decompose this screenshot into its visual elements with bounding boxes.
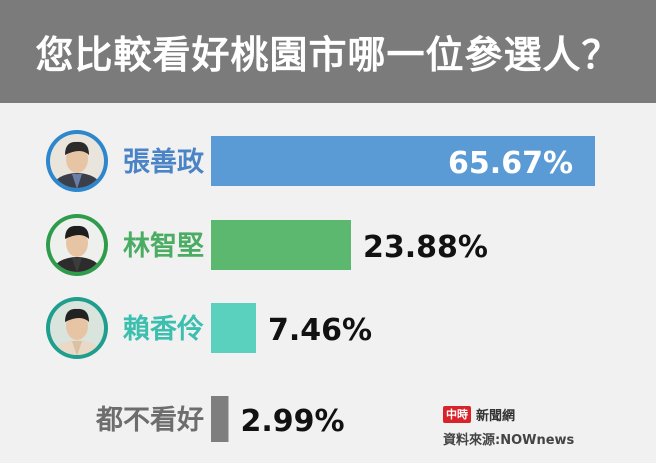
bar [211,220,351,270]
category-label: 賴香伶 [123,314,204,345]
page-title: 您比較看好桃園市哪一位參選人？ [35,33,621,77]
value-label: 2.99% [240,404,344,439]
header-banner: 您比較看好桃園市哪一位參選人？ [0,0,656,103]
value-label: 65.67% [448,146,573,181]
bar [211,396,229,442]
bar-row: 賴香伶 7.46% [46,297,372,359]
candidate-photo-chang-san-cheng-icon [46,130,108,192]
category-label: 都不看好 [95,405,204,436]
bar-row: 張善政 65.67% [46,130,595,192]
bar [211,136,595,186]
brand-logo: 中時 [443,405,471,423]
bar-row: 林智堅 23.88% [46,214,488,276]
value-label: 7.46% [268,313,372,348]
candidate-photo-lin-chih-chien-icon [46,214,108,276]
bar [211,303,256,353]
brand: 中時 新聞網 [443,404,643,424]
bar-row: 都不看好 2.99% [95,396,345,442]
category-label: 張善政 [123,146,204,178]
brand-name: 新聞網 [476,408,516,424]
value-label: 23.88% [363,230,488,265]
data-source: 資料來源:NOWnews [443,433,575,448]
bar-chart: 張善政 65.67% 林智堅 23.88% 賴香伶 7.46% 都不看好 2.99% [46,130,595,442]
category-label: 林智堅 [123,231,204,262]
footer: 中時 新聞網 資料來源:NOWnews [443,404,643,448]
candidate-photo-lai-hsiang-ling-icon [46,297,108,359]
